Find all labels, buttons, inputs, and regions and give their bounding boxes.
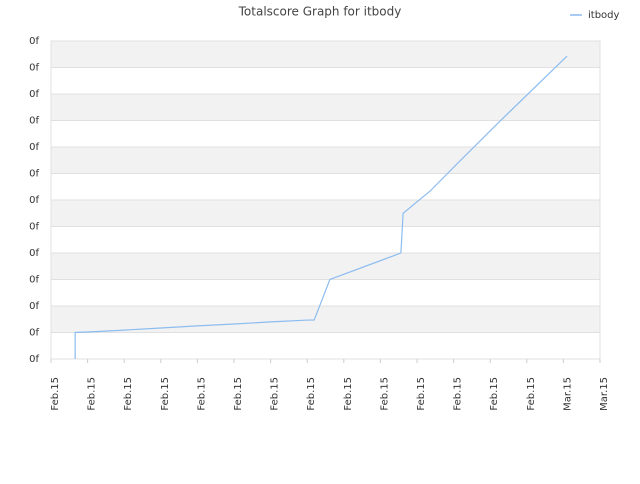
x-tick-label: Feb.15 (416, 377, 427, 411)
x-tick-label: Feb.15 (453, 377, 464, 411)
y-tick-label: 0f (29, 222, 39, 233)
y-tick-label: 0f (29, 116, 39, 127)
x-tick-label: Feb.15 (343, 377, 354, 411)
data-line (74, 55, 568, 359)
chart-title: Totalscore Graph for itbody (238, 5, 402, 19)
legend-label: itbody (588, 10, 620, 21)
plot-border (50, 40, 601, 360)
grid-band (51, 306, 600, 333)
x-tick-label: Feb.15 (160, 377, 171, 411)
x-tick-label: Feb.15 (379, 377, 390, 411)
y-tick-label: 0f (29, 275, 39, 286)
grid-band (51, 200, 600, 227)
x-tick-label: Feb.15 (50, 377, 61, 411)
x-tick-label: Mar.15 (562, 377, 573, 411)
x-tick-label: Feb.15 (196, 377, 207, 411)
grid-band (51, 41, 600, 68)
y-tick-label: 0f (29, 328, 39, 339)
y-tick-label: 0f (29, 89, 39, 100)
grid-band (51, 147, 600, 174)
y-tick-label: 0f (29, 301, 39, 312)
x-tick-label: Feb.15 (526, 377, 537, 411)
x-tick-label: Feb.15 (270, 377, 281, 411)
y-tick-label: 0f (29, 354, 39, 365)
y-tick-label: 0f (29, 63, 39, 74)
y-tick-label: 0f (29, 248, 39, 259)
x-tick-label: Feb.15 (489, 377, 500, 411)
x-tick-label: Feb.15 (123, 377, 134, 411)
x-tick-label: Feb.15 (87, 377, 98, 411)
grid-band (51, 94, 600, 121)
y-tick-label: 0f (29, 195, 39, 206)
x-tick-label: Feb.15 (233, 377, 244, 411)
y-tick-label: 0f (29, 36, 39, 47)
y-tick-label: 0f (29, 142, 39, 153)
x-tick-label: Mar.15 (599, 377, 610, 411)
y-tick-label: 0f (29, 169, 39, 180)
grid-band (51, 253, 600, 280)
x-tick-label: Feb.15 (306, 377, 317, 411)
